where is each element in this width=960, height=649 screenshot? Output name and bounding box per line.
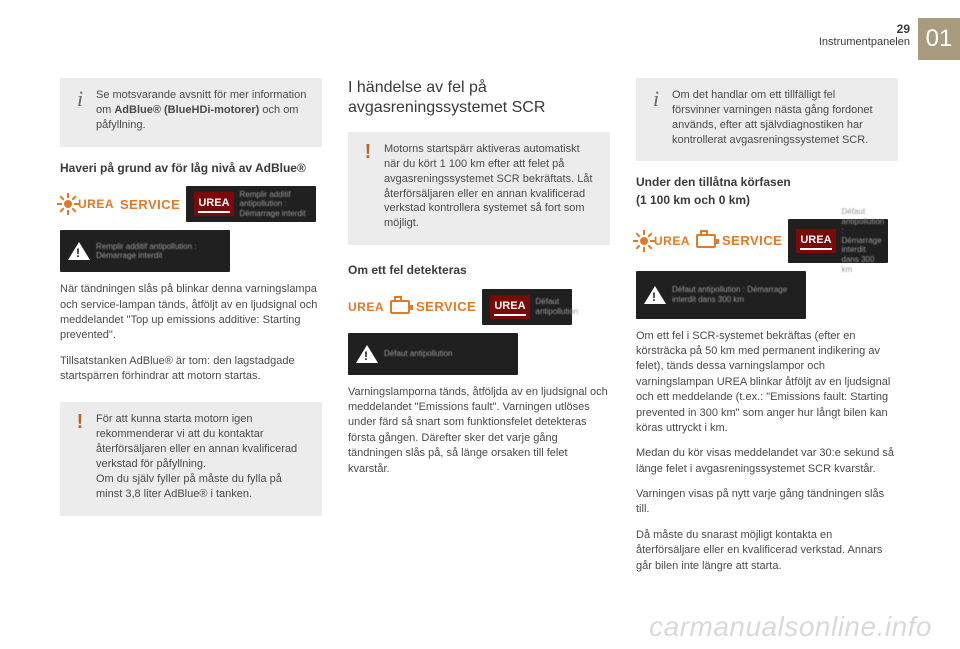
urea-lamp-icon: UREA [636,233,690,249]
info-icon: i [648,88,664,147]
body-text: När tändningen slås på blinkar denna var… [60,282,322,344]
engine-icon [696,234,716,248]
display-message-2: Défaut antipollution : Démarrage interdi… [636,271,806,319]
info-icon: i [72,88,88,133]
urea-lamp-icon: UREA [348,300,384,314]
page-meta: 29 Instrumentpanelen [819,18,910,48]
display-text: Remplir additif antipollution : Démarrag… [240,190,309,219]
display-message-1: UREA Défaut antipollution : Démarrage in… [788,219,888,263]
warning-triangle-icon [68,242,90,260]
subhead-driving-phase: Under den tillåtna körfasen [636,175,898,191]
display-message-2: Remplir additif antipollution : Démarrag… [60,230,230,272]
subhead-breakdown: Haveri på grund av för låg nivå av AdBlu… [60,161,322,177]
service-lamp-icon: SERVICE [722,233,782,248]
watermark: carmanualsonline.info [649,611,932,643]
urea-lamp-icon: UREA [60,196,114,212]
body-text: Om ett fel i SCR-systemet bekräftas (eft… [636,329,898,437]
urea-label: UREA [654,234,690,248]
warning-text: Motorns startspärr aktiveras automatiskt… [384,142,598,231]
warning-text: För att kunna starta motorn igen rekomme… [96,412,310,501]
urea-label: UREA [78,197,114,211]
body-text: Varningen visas på nytt varje gång tändn… [636,487,898,518]
info-text: Se motsvarande avsnitt för mer informati… [96,88,310,133]
body-text: Tillsatstanken AdBlue® är tom: den lagst… [60,354,322,385]
display-text: Remplir additif antipollution : Démarrag… [96,242,222,261]
info-box-adblue: i Se motsvarande avsnitt för mer informa… [60,78,322,147]
warning-box-restart: ! För att kunna starta motorn igen rekom… [60,402,322,515]
info-box-temporary: i Om det handlar om ett tillfälligt fel … [636,78,898,161]
body-text: Då måste du snarast möjligt kontakta en … [636,528,898,574]
body-text: Medan du kör visas meddelandet var 30:e … [636,446,898,477]
heading-scr-fault: I händelse av fel på avgasreningssysteme… [348,78,610,118]
warning-triangle-icon [644,286,666,304]
display-text: Défaut antipollution : Démarrage interdi… [672,285,798,304]
urea-badge-icon: UREA [796,229,835,253]
warning-icons-row: UREA SERVICE UREA Défaut antipollution :… [636,219,898,263]
engine-icon [390,300,410,314]
warning-box-startlock: ! Motorns startspärr aktiveras automatis… [348,132,610,245]
column-1: i Se motsvarande avsnitt för mer informa… [60,78,322,584]
column-2: I händelse av fel på avgasreningssysteme… [348,78,610,584]
display-message-1: UREA Remplir additif antipollution : Dém… [186,186,316,222]
sun-icon [60,196,76,212]
service-lamp-icon: SERVICE [416,299,476,314]
display-message-2: Défaut antipollution [348,333,518,375]
warning-icons-row: UREA SERVICE UREA Défaut antipollution [348,289,610,325]
display-text: Défaut antipollution [536,297,579,316]
info-bold: AdBlue® (BlueHDi-motorer) [114,104,259,116]
sun-icon [636,233,652,249]
display-text: Défaut antipollution : Démarrage interdi… [842,207,885,274]
subhead-fault-detected: Om ett fel detekteras [348,263,610,279]
exclamation-icon: ! [360,142,376,231]
exclamation-icon: ! [72,412,88,501]
display-message-1: UREA Défaut antipollution [482,289,572,325]
service-lamp-icon: SERVICE [120,197,180,212]
page-header: 29 Instrumentpanelen 01 [819,18,960,60]
content-columns: i Se motsvarande avsnitt för mer informa… [60,78,898,584]
warning-icons-row: UREA SERVICE UREA Remplir additif antipo… [60,186,322,222]
column-3: i Om det handlar om ett tillfälligt fel … [636,78,898,584]
warning-triangle-icon [356,345,378,363]
page-number: 29 [819,22,910,36]
chapter-tab: 01 [918,18,960,60]
body-text: Varningslamporna tänds, åtföljda av en l… [348,385,610,477]
display-text: Défaut antipollution [384,349,510,359]
info-text: Om det handlar om ett tillfälligt fel fö… [672,88,886,147]
urea-badge-icon: UREA [194,192,233,216]
urea-badge-icon: UREA [490,295,529,319]
urea-label: UREA [348,300,384,314]
section-title: Instrumentpanelen [819,36,910,48]
